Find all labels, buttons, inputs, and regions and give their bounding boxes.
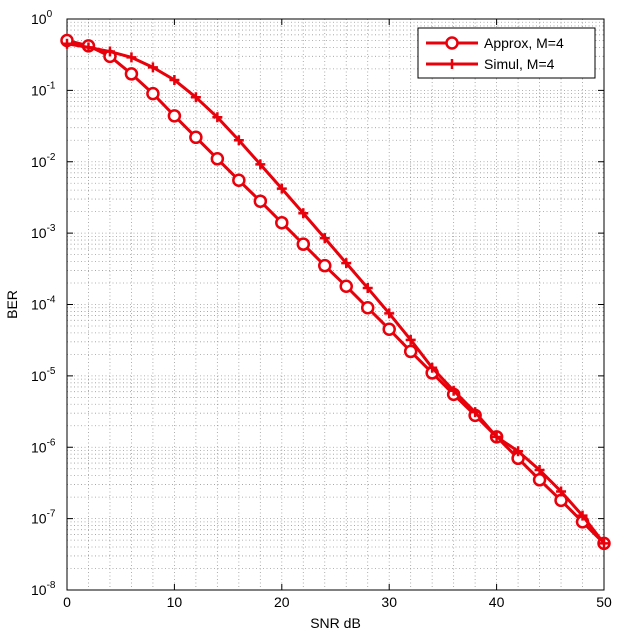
series-simul (62, 38, 609, 549)
data-point-circle (210, 152, 225, 166)
data-point-plus (448, 385, 459, 396)
y-tick-exponent: -8 (47, 580, 56, 591)
x-tick-label: 40 (489, 594, 505, 610)
legend-item: Approx, M=4 (426, 35, 564, 51)
data-point-circle (253, 194, 268, 208)
data-point-plus (341, 258, 352, 269)
y-tick-base: 10 (31, 511, 47, 527)
y-tick-label: 10-8 (31, 580, 56, 598)
x-tick-label: 0 (63, 594, 71, 610)
data-point-plus (384, 308, 395, 319)
y-tick-label: 10-7 (31, 509, 56, 527)
data-point-circle (232, 173, 246, 188)
y-tick-label: 10-3 (31, 223, 56, 241)
x-tick-label: 10 (167, 594, 183, 610)
data-point-plus (147, 62, 158, 73)
data-point-circle (360, 301, 375, 315)
y-tick-base: 10 (31, 297, 47, 313)
data-point-plus (405, 334, 416, 345)
y-tick-base: 10 (31, 154, 47, 170)
y-tick-label: 10-2 (31, 152, 56, 170)
legend-box (417, 27, 596, 79)
data-point-plus (126, 52, 137, 63)
y-tick-exponent: -1 (47, 80, 56, 91)
legend-item: Simul, M=4 (426, 56, 555, 72)
data-point-plus (276, 183, 287, 194)
legend-label: Simul, M=4 (484, 56, 555, 72)
grid (67, 19, 604, 590)
x-axis-label: SNR dB (310, 615, 361, 631)
data-point-plus (447, 59, 457, 69)
data-point-circle (382, 322, 396, 337)
data-point-plus (233, 135, 244, 146)
data-point-plus (62, 38, 72, 49)
x-tick-label: 20 (274, 594, 290, 610)
y-tick-exponent: 0 (47, 9, 53, 20)
y-tick-exponent: -3 (47, 223, 56, 234)
series-approx (60, 33, 611, 551)
data-point-plus (491, 431, 502, 442)
data-point-circle (445, 36, 459, 50)
y-tick-base: 10 (31, 439, 47, 455)
data-point-circle (296, 237, 311, 251)
axis-ticks: 0 10 20 30 40 5010010-110-210-310-410-510-610… (31, 9, 612, 610)
y-tick-exponent: -6 (47, 437, 56, 448)
series-layer (60, 33, 611, 551)
data-point-plus (104, 46, 115, 57)
y-tick-label: 10-1 (31, 80, 56, 98)
y-tick-label: 100 (31, 9, 53, 27)
data-point-plus (577, 510, 588, 521)
x-tick-label: 50 (596, 594, 612, 610)
data-point-plus (83, 42, 94, 53)
data-point-circle (403, 344, 418, 359)
data-point-plus (556, 486, 567, 497)
data-point-plus (534, 465, 545, 476)
data-point-plus (190, 92, 201, 103)
y-tick-label: 10-4 (31, 295, 56, 313)
data-point-plus (599, 538, 609, 549)
y-tick-exponent: -2 (47, 152, 56, 163)
y-tick-base: 10 (31, 225, 47, 241)
data-point-plus (212, 112, 223, 123)
y-axis-label: BER (4, 290, 20, 319)
y-tick-exponent: -5 (47, 366, 56, 377)
data-point-circle (275, 215, 289, 230)
y-tick-exponent: -4 (47, 295, 56, 306)
series-line (66, 39, 606, 545)
data-point-circle (318, 258, 332, 273)
data-point-plus (362, 283, 373, 294)
y-tick-base: 10 (31, 11, 47, 27)
y-tick-label: 10-6 (31, 437, 56, 455)
data-point-circle (189, 130, 203, 145)
data-point-circle (124, 67, 139, 81)
data-point-plus (255, 159, 266, 170)
y-tick-label: 10-5 (31, 366, 56, 384)
y-tick-base: 10 (31, 582, 47, 598)
data-point-plus (169, 74, 180, 85)
legend-label: Approx, M=4 (484, 35, 564, 51)
x-tick-label: 30 (381, 594, 397, 610)
data-point-circle (167, 109, 182, 123)
data-point-circle (339, 279, 353, 294)
data-point-plus (298, 208, 309, 219)
data-point-plus (319, 233, 330, 244)
y-tick-exponent: -7 (47, 509, 56, 520)
data-point-circle (146, 86, 160, 101)
y-tick-base: 10 (31, 82, 47, 98)
y-tick-base: 10 (31, 368, 47, 384)
series-line (66, 42, 606, 545)
data-point-plus (427, 362, 438, 373)
data-point-plus (470, 407, 481, 418)
data-point-plus (513, 446, 524, 457)
legend: Approx, M=4 Simul, M=4 (417, 27, 596, 79)
